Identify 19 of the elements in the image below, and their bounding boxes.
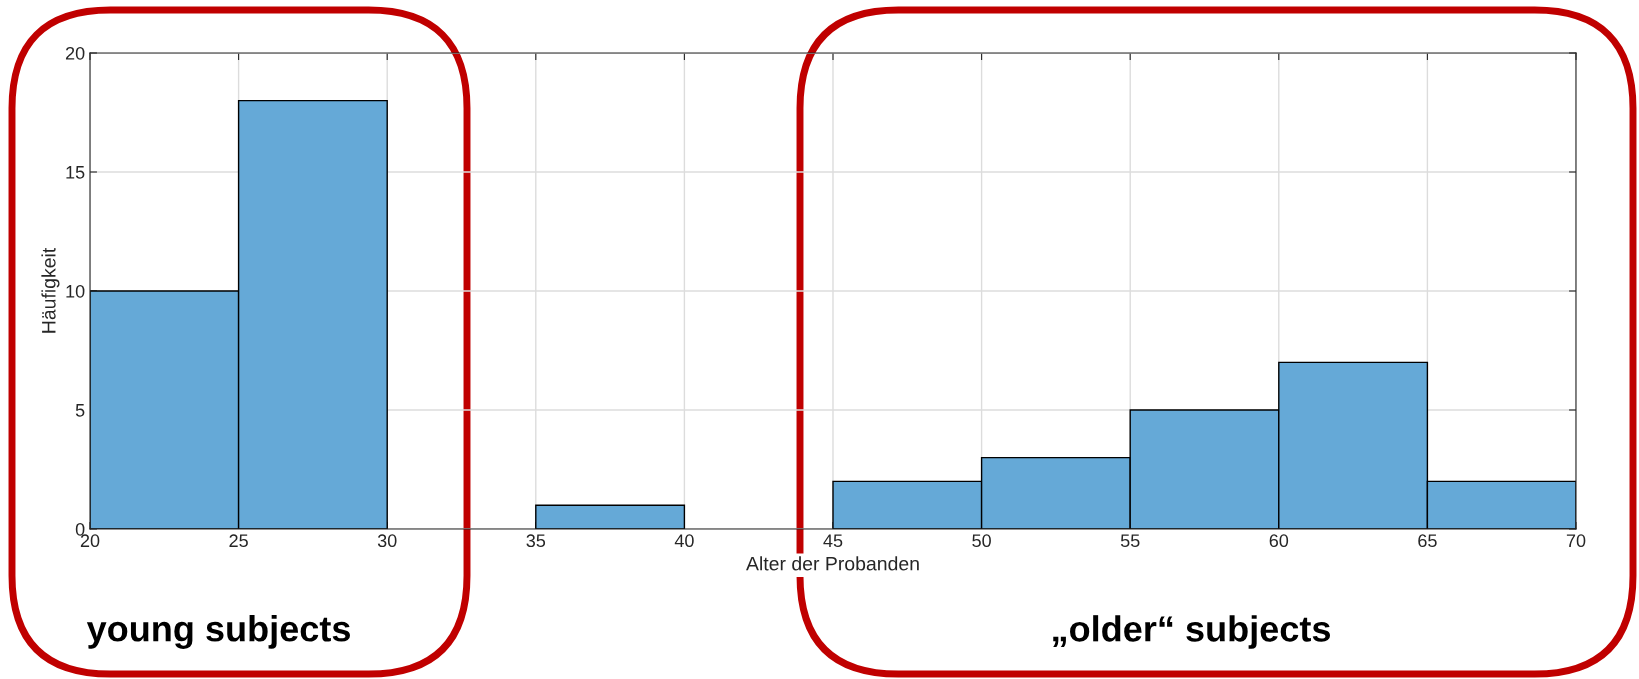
x-tick-label: 50	[972, 534, 991, 548]
x-tick-label: 70	[1566, 534, 1586, 548]
x-tick-label: 35	[526, 534, 546, 548]
y-tick-label: 5	[75, 404, 85, 417]
y-tick-label: 10	[66, 284, 85, 298]
y-tick-label: 15	[66, 166, 85, 179]
x-tick-label: 65	[1418, 534, 1437, 548]
y-tick-label: 20	[65, 46, 85, 60]
y-axis-title: Häufigkeit	[41, 247, 60, 333]
text: young subjects	[86, 615, 350, 649]
x-axis-title: Alter der Probanden	[746, 556, 919, 571]
text: „older“ subjects	[1053, 615, 1330, 649]
x-tick-label: 60	[1269, 534, 1289, 548]
y-tick-label: 0	[75, 522, 85, 536]
x-tick-label: 40	[674, 534, 694, 548]
x-tick-label: 55	[1120, 534, 1140, 548]
x-tick-label: 30	[377, 534, 397, 548]
x-tick-label: 25	[229, 534, 248, 548]
x-tick-label: 45	[823, 534, 843, 548]
